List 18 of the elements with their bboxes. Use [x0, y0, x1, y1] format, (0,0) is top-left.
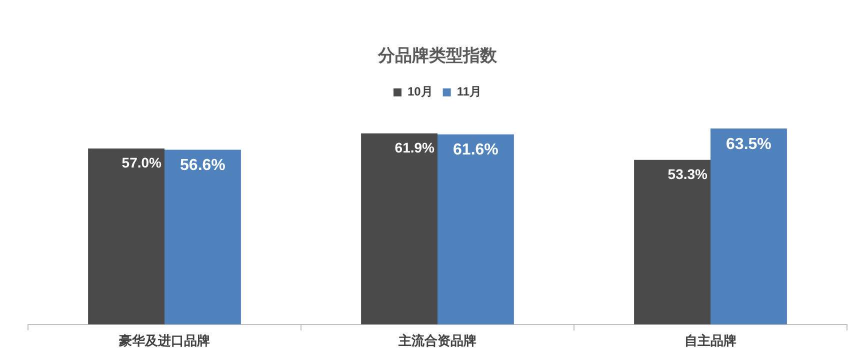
- legend-label: 11月: [456, 84, 482, 99]
- data-label: 63.5%: [726, 136, 772, 153]
- bar: [634, 160, 710, 324]
- x-tick-label: 豪华及进口品牌: [118, 332, 210, 348]
- bar: [164, 150, 241, 324]
- x-tick-label: 自主品牌: [684, 332, 736, 348]
- data-label: 61.6%: [453, 142, 498, 159]
- bar: [361, 133, 438, 324]
- chart-title: 分品牌类型指数: [377, 46, 498, 65]
- bar: [88, 148, 164, 324]
- data-label: 56.6%: [180, 157, 226, 174]
- data-label: 57.0%: [122, 154, 162, 170]
- bar: [710, 128, 787, 324]
- data-label: 53.3%: [668, 166, 708, 182]
- legend-label: 10月: [407, 84, 433, 99]
- data-label: 61.9%: [394, 139, 436, 156]
- x-tick-label: 主流合资品牌: [398, 332, 476, 348]
- bar: [438, 134, 514, 324]
